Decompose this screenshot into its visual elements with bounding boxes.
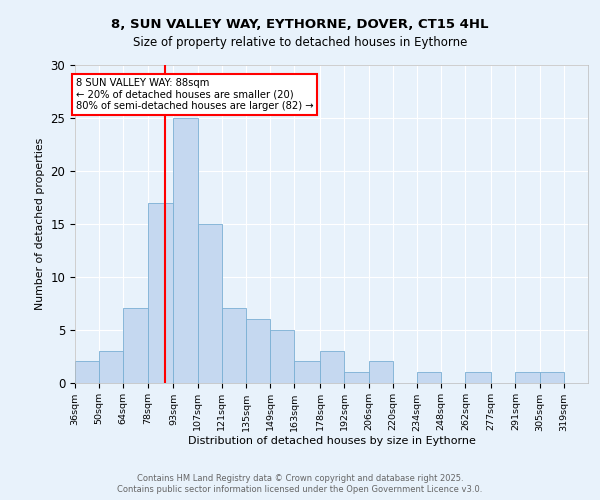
Bar <box>344 372 368 382</box>
X-axis label: Distribution of detached houses by size in Eythorne: Distribution of detached houses by size … <box>188 436 475 446</box>
Text: 8, SUN VALLEY WAY, EYTHORNE, DOVER, CT15 4HL: 8, SUN VALLEY WAY, EYTHORNE, DOVER, CT15… <box>111 18 489 30</box>
Text: Contains HM Land Registry data © Crown copyright and database right 2025.
Contai: Contains HM Land Registry data © Crown c… <box>118 474 482 494</box>
Bar <box>417 372 441 382</box>
Bar <box>539 372 564 382</box>
Bar <box>197 224 222 382</box>
Bar <box>148 202 173 382</box>
Bar <box>99 351 124 382</box>
Bar <box>246 319 270 382</box>
Bar <box>270 330 295 382</box>
Bar <box>173 118 197 382</box>
Bar <box>295 362 320 382</box>
Bar <box>320 351 344 382</box>
Y-axis label: Number of detached properties: Number of detached properties <box>35 138 45 310</box>
Text: Size of property relative to detached houses in Eythorne: Size of property relative to detached ho… <box>133 36 467 49</box>
Bar <box>75 362 99 382</box>
Bar <box>368 362 393 382</box>
Text: 8 SUN VALLEY WAY: 88sqm
← 20% of detached houses are smaller (20)
80% of semi-de: 8 SUN VALLEY WAY: 88sqm ← 20% of detache… <box>76 78 313 111</box>
Bar <box>222 308 246 382</box>
Bar <box>466 372 491 382</box>
Bar <box>124 308 148 382</box>
Bar <box>515 372 539 382</box>
